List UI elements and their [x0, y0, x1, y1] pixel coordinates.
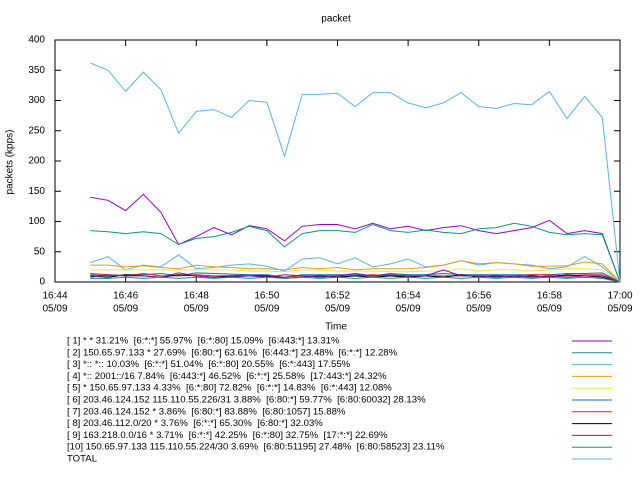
x-tick-label: 16:56	[466, 291, 491, 302]
y-tick-label: 0	[39, 277, 45, 288]
y-axis-label: packets (kpps)	[5, 129, 16, 194]
y-tick-label: 200	[28, 156, 45, 167]
x-tick-label: 05/09	[325, 304, 350, 315]
series-line	[90, 222, 621, 283]
legend-label: [ 6] 203.46.124.152 115.110.55.226/31 3.…	[67, 395, 426, 406]
legend-label: [ 5] * 150.65.97.133 4.33% [6:*:80] 72.8…	[67, 383, 392, 394]
x-tick-label: 16:44	[42, 291, 67, 302]
x-tick-label: 05/09	[466, 304, 491, 315]
x-tick-label: 05/09	[396, 304, 421, 315]
chart-title: packet	[321, 14, 351, 25]
x-tick-label: 17:00	[607, 291, 632, 302]
series-line	[90, 254, 621, 283]
legend-label: [ 1] * * 31.21% [6:*:*] 55.97% [6:*:80] …	[67, 336, 340, 347]
y-tick-label: 100	[28, 216, 45, 227]
series-line	[90, 193, 621, 283]
y-tick-label: 350	[28, 65, 45, 76]
x-axis-label: Time	[325, 322, 347, 333]
x-tick-label: 05/09	[254, 304, 279, 315]
legend-label: [ 2] 150.65.97.133 * 27.69% [6:80:*] 63.…	[67, 347, 398, 358]
legend-label: [ 9] 163.218.0.0/16 * 3.71% [6:*:*] 42.2…	[67, 430, 388, 441]
y-tick-label: 50	[34, 246, 46, 257]
x-tick-label: 16:48	[184, 291, 209, 302]
legend-label: [ 8] 203.46.112.0/20 * 3.76% [6:*:*] 65.…	[67, 418, 323, 429]
series-line	[90, 62, 621, 283]
x-tick-label: 16:54	[396, 291, 421, 302]
y-tick-label: 400	[28, 35, 45, 46]
series-line	[90, 269, 621, 283]
series-line	[90, 274, 621, 283]
x-tick-label: 05/09	[113, 304, 138, 315]
x-tick-label: 16:50	[254, 291, 279, 302]
legend-label: [ 3] *:: *:: 10.03% [6:*:*] 51.04% [6:*:…	[67, 359, 351, 370]
y-tick-label: 250	[28, 125, 45, 136]
legend-label: TOTAL	[67, 454, 98, 465]
x-tick-label: 05/09	[184, 304, 209, 315]
x-tick-label: 16:46	[113, 291, 138, 302]
x-tick-label: 05/09	[607, 304, 632, 315]
legend-label: [10] 150.65.97.133 115.110.55.224/30 3.6…	[67, 442, 445, 453]
y-tick-label: 300	[28, 95, 45, 106]
x-tick-label: 05/09	[42, 304, 67, 315]
series-line	[90, 268, 621, 283]
legend-label: [ 4] *:: 2001::/16 7.84% [6:443:*] 46.52…	[67, 371, 387, 382]
series-line	[90, 260, 621, 283]
y-tick-label: 150	[28, 186, 45, 197]
x-tick-label: 16:52	[325, 291, 350, 302]
legend-label: [ 7] 203.46.124.152 * 3.86% [6:80:*] 83.…	[67, 406, 346, 417]
series-line	[90, 276, 621, 283]
x-tick-label: 05/09	[537, 304, 562, 315]
x-tick-label: 16:58	[537, 291, 562, 302]
